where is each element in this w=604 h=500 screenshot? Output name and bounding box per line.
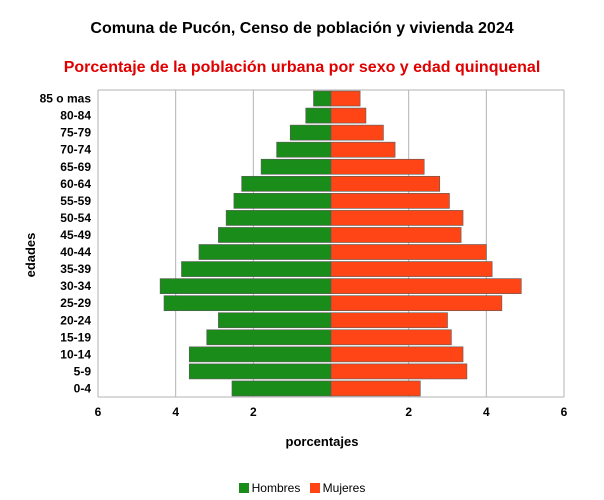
bar-mujeres-3 [330,141,396,158]
bar-hombres-2 [289,124,332,141]
x-tick-labels: 6 4 2 2 4 6 [95,405,568,419]
bar-hombres-13 [218,312,332,329]
bar-mujeres-13 [330,312,448,329]
bar-hombres-17 [231,380,332,397]
y-tick-label: 0-4 [74,381,92,395]
bar-hombres-14 [206,329,332,346]
bar-hombres-10 [181,261,332,277]
bar-hombres-6 [233,193,332,209]
y-tick-labels: 85 o mas 80-84 75-79 70-74 65-69 60-64 55-59 50… [40,92,92,396]
bar-mujeres-9 [330,244,487,260]
bar-mujeres-1 [330,107,367,124]
legend-label-mujeres: Mujeres [322,481,366,495]
y-tick-label: 15-19 [60,330,91,344]
legend-item-mujeres: Mujeres [309,481,366,495]
legend-item-hombres: Hombres [238,481,301,495]
y-tick-label: 50-54 [60,211,91,225]
bar-hombres-12 [163,295,332,312]
bar-mujeres-7 [330,210,464,226]
x-tick-label: 6 [95,405,102,419]
bar-mujeres-8 [330,227,462,243]
bar-hombres-11 [159,278,332,294]
y-tick-label: 25-29 [60,296,91,310]
axis-lines [97,90,564,398]
bar-hombres-8 [218,227,332,243]
y-tick-label: 5-9 [74,364,92,378]
bar-hombres-15 [188,346,332,363]
bar-mujeres-2 [330,124,384,141]
bar-mujeres-12 [330,295,503,312]
y-tick-label: 35-39 [60,262,91,276]
bar-hombres-9 [198,244,332,260]
bar-mujeres-5 [330,175,441,192]
bar-hombres-5 [241,175,332,192]
y-tick-label: 65-69 [60,160,91,174]
x-axis-label: porcentajes [286,434,359,449]
bar-mujeres-15 [330,346,464,363]
y-tick-label: 85 o mas [40,92,92,106]
bar-mujeres-6 [330,193,450,209]
y-tick-label: 80-84 [60,109,91,123]
y-tick-label: 55-59 [60,194,91,208]
bar-hombres-3 [276,141,332,158]
x-tick-label: 4 [172,405,179,419]
bar-hombres-1 [305,107,332,124]
bar-hombres-7 [225,210,332,226]
y-tick-label: 30-34 [60,279,91,293]
y-axis-label: edades [23,233,38,278]
chart-subtitle: Porcentaje de la población urbana por se… [63,59,541,76]
bar-mujeres-16 [330,363,468,380]
bars-group [159,90,522,397]
y-tick-label: 75-79 [60,126,91,140]
y-tick-label: 70-74 [60,143,91,157]
bar-mujeres-10 [330,261,493,277]
bar-mujeres-0 [330,90,361,107]
chart-title: Comuna de Pucón, Censo de población y vi… [90,20,514,37]
y-tick-label: 20-24 [60,313,91,327]
y-tick-label: 40-44 [60,245,91,259]
bar-mujeres-4 [330,158,425,175]
legend: Hombres Mujeres [0,481,604,496]
x-tick-label: 6 [561,405,568,419]
bar-mujeres-14 [330,329,452,346]
y-tick-label: 45-49 [60,228,91,242]
bar-mujeres-17 [330,380,421,397]
legend-swatch-mujeres [309,483,320,493]
x-tick-label: 4 [483,405,490,419]
legend-swatch-hombres [238,483,249,493]
bar-hombres-16 [188,363,332,380]
bar-mujeres-11 [330,278,522,294]
y-tick-label: 10-14 [60,347,91,361]
bar-hombres-0 [313,90,332,107]
x-tick-label: 2 [250,405,257,419]
x-tick-label: 2 [405,405,412,419]
y-tick-label: 60-64 [60,177,91,191]
legend-label-hombres: Hombres [251,481,301,495]
bar-hombres-4 [260,158,332,175]
